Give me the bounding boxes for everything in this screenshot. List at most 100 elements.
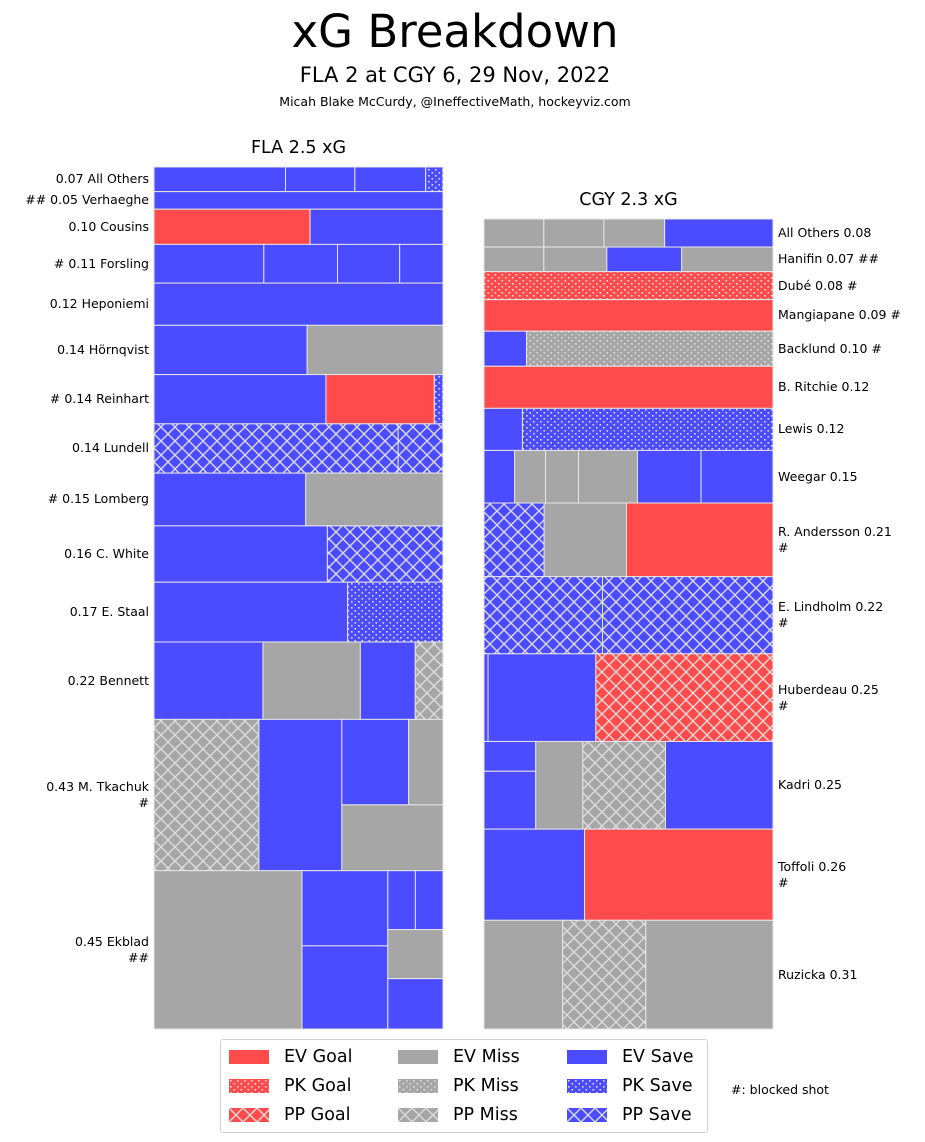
legend-item: PP Save <box>567 1102 692 1128</box>
shot-fla-ev-save <box>263 243 339 284</box>
legend-swatch <box>398 1108 438 1122</box>
row-label: Backlund 0.10 # <box>778 340 882 356</box>
shot-fla-ev-save <box>153 472 307 527</box>
row-label: # 0.14 Reinhart <box>49 391 149 407</box>
shot-cgy-ev-miss <box>535 740 584 830</box>
shot-cgy-ev-save <box>483 449 516 504</box>
row-label: Huberdeau 0.25 # <box>778 681 879 713</box>
legend-swatch <box>567 1079 607 1093</box>
shot-cgy-ev-miss <box>681 246 774 273</box>
row-label: Mangiapane 0.09 # <box>778 307 901 323</box>
row-label: 0.22 Bennett <box>67 672 149 688</box>
legend-item: PK Save <box>567 1073 693 1099</box>
shot-cgy-pp-goal <box>595 653 774 742</box>
shot-fla-ev-save <box>399 243 444 284</box>
shot-fla-ev-save <box>153 581 349 643</box>
shot-fla-ev-miss <box>387 929 444 980</box>
shot-cgy-ev-save <box>483 653 489 742</box>
legend-label: PP Save <box>622 1105 692 1125</box>
shot-fla-pp-save <box>153 423 399 474</box>
row-label: Kadri 0.25 <box>778 777 842 793</box>
legend-swatch <box>229 1079 269 1093</box>
shot-fla-ev-miss <box>306 324 444 376</box>
shot-cgy-pp-save <box>483 502 545 578</box>
chart-credit: Micah Blake McCurdy, @IneffectiveMath, h… <box>279 94 631 109</box>
row-label: 0.07 All Others <box>55 171 149 187</box>
shot-cgy-ev-goal <box>483 365 774 409</box>
shot-fla-ev-save <box>258 718 343 872</box>
legend-swatch <box>229 1108 269 1122</box>
row-label: Dubé 0.08 # <box>778 277 858 293</box>
row-label: Lewis 0.12 <box>778 421 845 437</box>
shot-cgy-ev-save <box>483 407 523 451</box>
shot-fla-ev-save <box>153 282 444 326</box>
row-label: ## 0.05 Verhaeghe <box>25 192 149 208</box>
shot-fla-ev-miss <box>305 472 444 527</box>
row-label: R. Andersson 0.21 # <box>778 523 892 555</box>
shot-cgy-pp-save <box>601 576 774 655</box>
shot-fla-ev-miss <box>341 804 444 872</box>
shot-cgy-ev-save <box>636 449 702 504</box>
shot-fla-ev-save <box>387 870 416 931</box>
legend-item: PP Goal <box>229 1102 351 1128</box>
shots-layer <box>153 166 774 1030</box>
shot-fla-ev-miss <box>153 870 303 1030</box>
shot-fla-ev-save <box>153 525 328 583</box>
shot-cgy-ev-miss <box>645 919 774 1030</box>
shot-fla-ev-save <box>309 208 444 245</box>
shot-cgy-ev-save <box>606 246 683 273</box>
shot-cgy-pk-save <box>521 407 774 451</box>
shot-cgy-ev-save <box>700 449 774 504</box>
legend-label: EV Goal <box>284 1047 353 1067</box>
legend-swatch <box>398 1079 438 1093</box>
row-label: E. Lindholm 0.22 # <box>778 599 884 631</box>
shot-fla-ev-save <box>337 243 401 284</box>
shot-fla-ev-save <box>301 870 389 947</box>
shot-cgy-ev-goal <box>584 828 774 921</box>
shot-fla-ev-save <box>284 166 356 193</box>
shot-fla-pp-save <box>326 525 444 583</box>
legend-swatch <box>567 1108 607 1122</box>
shot-cgy-ev-goal <box>483 299 774 332</box>
shot-fla-ev-save <box>387 978 444 1030</box>
row-label: Weegar 0.15 <box>778 468 858 484</box>
legend-swatch <box>229 1050 269 1064</box>
legend: EV Goal PK Goal PP Goal EV Miss PK Miss PP Mi… <box>220 1039 708 1133</box>
fla-panel-title: FLA 2.5 xG <box>250 138 347 158</box>
row-label: 0.14 Hörnqvist <box>57 341 149 357</box>
shot-cgy-pp-miss <box>562 919 647 1030</box>
shot-cgy-ev-save <box>487 653 597 742</box>
shot-cgy-ev-miss <box>483 919 564 1030</box>
shot-cgy-ev-goal <box>625 502 774 578</box>
chart-subtitle: FLA 2 at CGY 6, 29 Nov, 2022 <box>299 63 611 87</box>
row-label: Ruzicka 0.31 <box>778 966 858 982</box>
shot-fla-ev-save <box>153 191 444 210</box>
row-label: 0.45 Ekblad ## <box>75 933 149 965</box>
shot-cgy-ev-miss <box>483 246 545 273</box>
row-label: # 0.15 Lomberg <box>47 491 149 507</box>
shot-cgy-ev-miss <box>603 218 666 248</box>
shot-fla-ev-save <box>153 324 308 376</box>
shot-fla-ev-goal <box>153 208 311 245</box>
shot-fla-ev-save <box>153 641 264 720</box>
shot-cgy-pp-miss <box>582 740 666 830</box>
shot-cgy-ev-miss <box>545 449 580 504</box>
shot-fla-ev-save <box>153 374 327 425</box>
legend-label: PP Miss <box>453 1105 518 1125</box>
shot-cgy-pp-save <box>483 576 603 655</box>
row-label: 0.16 C. White <box>64 546 149 562</box>
legend-item: PK Goal <box>229 1073 351 1099</box>
shot-fla-ev-save <box>153 166 286 193</box>
shot-fla-pk-save <box>433 374 444 425</box>
shot-fla-ev-save <box>153 243 265 284</box>
shot-fla-ev-save <box>414 870 444 931</box>
legend-item: EV Save <box>567 1044 694 1070</box>
shot-fla-ev-miss <box>262 641 361 720</box>
shot-cgy-ev-miss <box>483 218 545 248</box>
shot-cgy-ev-save <box>664 740 774 830</box>
row-label: 0.14 Lundell <box>72 440 149 456</box>
shot-fla-pp-miss <box>414 641 444 720</box>
legend-label: PP Goal <box>284 1105 351 1125</box>
shot-fla-pk-save <box>425 166 444 193</box>
